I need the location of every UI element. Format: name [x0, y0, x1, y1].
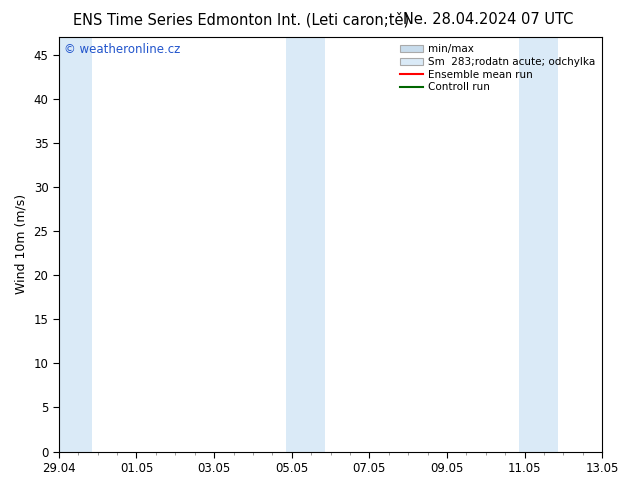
Bar	[286, 37, 325, 452]
Legend: min/max, Sm  283;rodatn acute; odchylka, Ensemble mean run, Controll run: min/max, Sm 283;rodatn acute; odchylka, …	[398, 42, 597, 94]
Text: ENS Time Series Edmonton Int. (Leti caron;tě): ENS Time Series Edmonton Int. (Leti caro…	[73, 12, 409, 28]
Y-axis label: Wind 10m (m/s): Wind 10m (m/s)	[15, 194, 28, 294]
Bar	[53, 37, 92, 452]
Text: © weatheronline.cz: © weatheronline.cz	[64, 43, 181, 56]
Text: Ne. 28.04.2024 07 UTC: Ne. 28.04.2024 07 UTC	[403, 12, 573, 27]
Bar	[519, 37, 558, 452]
